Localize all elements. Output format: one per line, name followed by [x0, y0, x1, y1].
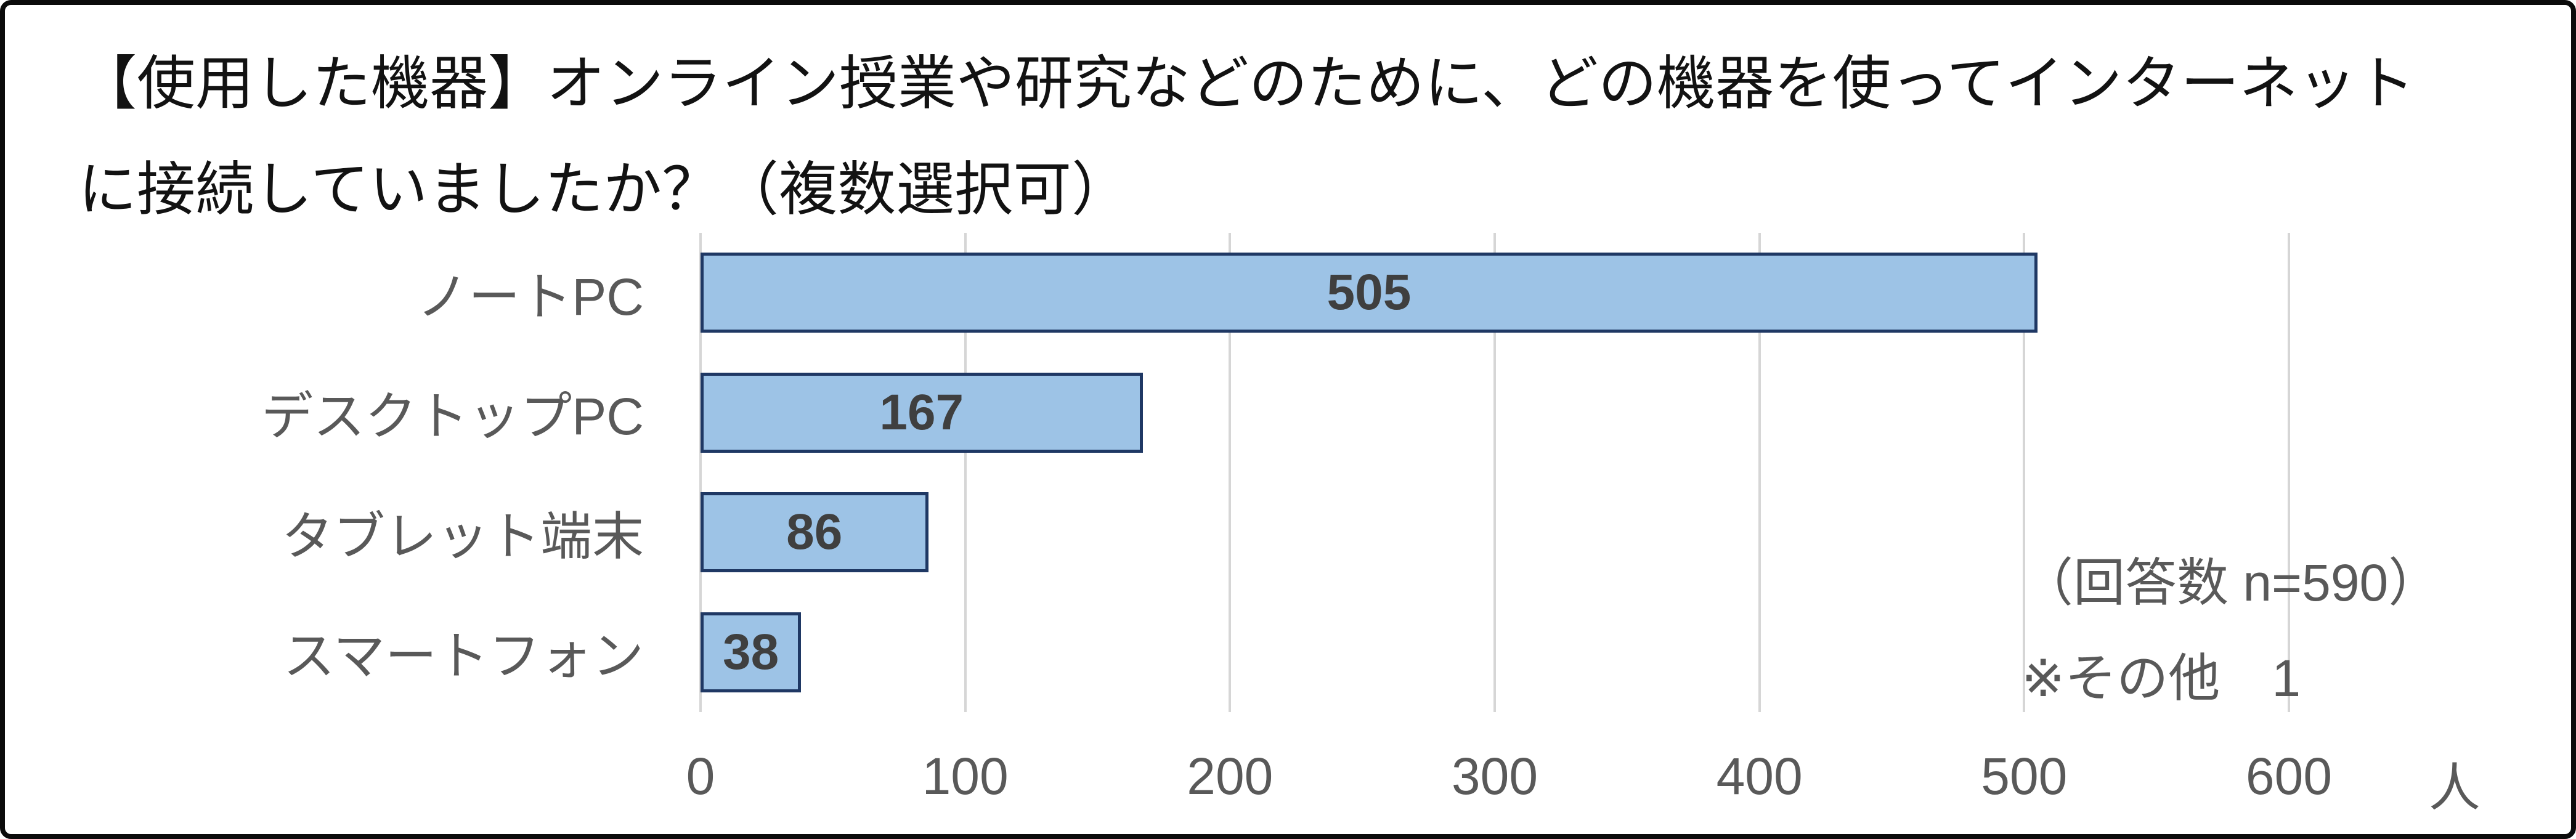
tick-label-600: 600 — [2245, 747, 2333, 805]
chart-title: 【使用した機器】オンライン授業や研究などのために、どの機器を使ってインターネット… — [78, 31, 2512, 243]
annotation-block: （回答数 n=590） ※その他 1 — [2021, 535, 2440, 726]
bar-デスクトップPC: 167 — [701, 372, 1143, 453]
axis-unit-label: 人 — [2428, 759, 2481, 817]
tick-label-500: 500 — [1981, 747, 2068, 805]
category-label-タブレット端末: タブレット端末 — [281, 507, 644, 565]
chart-title-line1: 【使用した機器】オンライン授業や研究などのために、どの機器を使ってインターネット — [78, 51, 2415, 116]
bar-value-label: 38 — [723, 623, 779, 680]
gridline-100 — [964, 233, 967, 712]
chart-title-line2: に接続していましたか？（複数選択可） — [78, 157, 1131, 222]
gridline-300 — [1493, 233, 1496, 712]
annotation-respondents: （回答数 n=590） — [2021, 554, 2440, 612]
tick-label-400: 400 — [1716, 747, 1803, 805]
bar-ノートPC: 505 — [701, 253, 2038, 333]
gridline-200 — [1229, 233, 1232, 712]
category-label-ノートPC: ノートPC — [416, 267, 644, 326]
tick-label-300: 300 — [1451, 747, 1538, 805]
gridline-500 — [2023, 233, 2026, 712]
tick-label-200: 200 — [1187, 747, 1274, 805]
gridline-600 — [2288, 233, 2290, 712]
tick-label-0: 0 — [686, 747, 715, 805]
bar-value-label: 505 — [1327, 264, 1412, 321]
bar-value-label: 86 — [786, 504, 843, 561]
bar-タブレット端末: 86 — [701, 492, 928, 573]
gridline-400 — [1758, 233, 1761, 712]
category-label-スマートフォン: スマートフォン — [283, 627, 644, 686]
gridline-0 — [699, 233, 702, 712]
bar-value-label: 167 — [879, 384, 964, 440]
tick-label-100: 100 — [922, 747, 1009, 805]
annotation-other: ※その他 1 — [2021, 649, 2301, 707]
bar-スマートフォン: 38 — [701, 612, 802, 692]
category-label-デスクトップPC: デスクトップPC — [261, 387, 644, 446]
